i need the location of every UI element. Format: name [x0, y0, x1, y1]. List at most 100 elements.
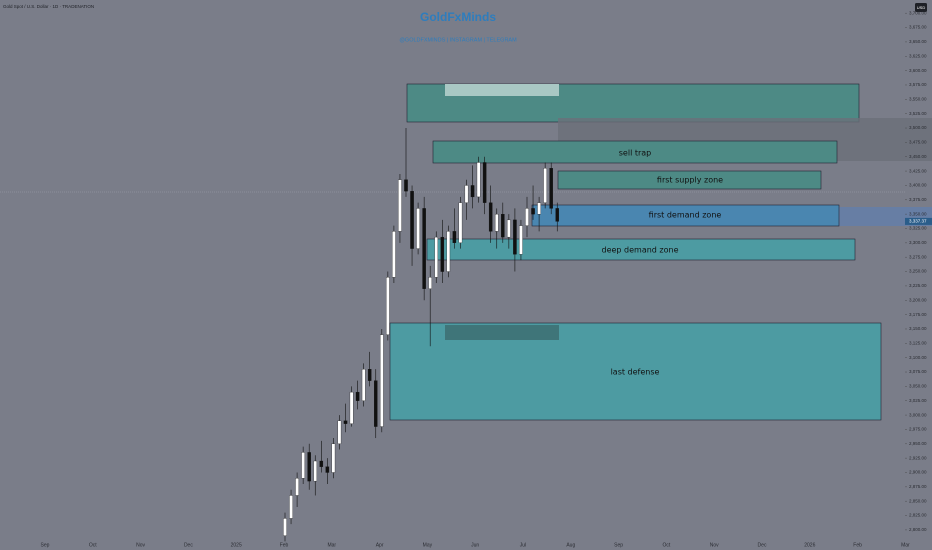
y-tick-label: 3,200.00 [909, 297, 927, 302]
candles [283, 128, 560, 542]
y-tick-label: 3,150.00 [909, 326, 927, 331]
y-tick-label: 3,425.00 [909, 168, 927, 173]
y-tick-label: 3,575.00 [909, 82, 927, 87]
y-tick-label: 3,450.00 [909, 154, 927, 159]
y-tick-label: 3,500.00 [909, 125, 927, 130]
time-axis: Sep Oct Nov Dec 2025 Feb Mar Apr May Jun Jul Aug Sep… [41, 542, 910, 548]
y-tick-label: 2,825.00 [909, 513, 927, 518]
y-tick-label: 3,375.00 [909, 197, 927, 202]
candle-body [319, 460, 324, 467]
x-tick-label: Dec [184, 542, 193, 548]
y-tick-label: 2,975.00 [909, 427, 927, 432]
zone-inner [445, 325, 559, 340]
y-tick-label: 3,225.00 [909, 283, 927, 288]
x-tick-label: 2025 [231, 542, 242, 548]
currency-label[interactable]: USD [917, 5, 926, 10]
candle-body [513, 219, 517, 255]
candle-body [531, 208, 535, 215]
y-tick-label: 3,475.00 [909, 140, 927, 145]
candle-body [392, 231, 396, 278]
candle-body [555, 208, 560, 222]
x-tick-label: Oct [89, 542, 97, 548]
candle-body [367, 369, 372, 381]
zone-box [432, 140, 838, 164]
y-tick-label: 2,850.00 [909, 498, 927, 503]
candle-body [349, 391, 354, 424]
y-tick-label: 3,675.00 [909, 25, 927, 30]
candle-body [422, 208, 426, 289]
candle-body [355, 391, 360, 401]
watermark-title: GoldFxMinds [420, 10, 496, 24]
y-tick-label: 3,275.00 [909, 254, 927, 259]
candle-body [404, 179, 408, 192]
candle-body [398, 179, 402, 232]
candle-body [289, 495, 293, 519]
candle-body [416, 208, 420, 249]
x-tick-label: Aug [566, 542, 575, 548]
y-tick-label: 3,000.00 [909, 412, 927, 417]
y-tick-label: 3,525.00 [909, 111, 927, 116]
y-tick-label: 2,925.00 [909, 455, 927, 460]
candle-body [434, 236, 438, 278]
candle-body [549, 168, 553, 209]
x-tick-label: Feb [853, 542, 862, 548]
candle-body [470, 185, 475, 198]
price-axis: 2,800.00 2,825.00 2,850.00 2,875.00 2,900.00… [905, 10, 932, 532]
candle-body [301, 452, 305, 479]
x-tick-label: Oct [663, 542, 671, 548]
last-price-label: 3,337.37 [909, 219, 927, 224]
y-tick-label: 3,250.00 [909, 269, 927, 274]
x-tick-label: Apr [376, 542, 384, 548]
candle-body [337, 420, 342, 444]
symbol-header: Gold Spot / U.S. Dollar · 1D · TRADENATI… [3, 4, 94, 9]
candle-body [386, 277, 390, 335]
candle-body [283, 518, 287, 536]
x-tick-label: Sep [614, 542, 623, 548]
candle-body [446, 231, 451, 272]
x-tick-label: Mar [327, 542, 336, 548]
currency-badge[interactable] [915, 3, 927, 12]
y-tick-label: 3,700.00 [909, 10, 927, 15]
candle-body [476, 162, 481, 198]
watermark-subtitle: @GOLDFXMINDS | INSTAGRAM | TELEGRAM [399, 37, 517, 43]
zone-box [557, 170, 822, 190]
candle-body [331, 443, 336, 473]
candle-body [343, 420, 348, 424]
x-tick-label: Feb [280, 542, 289, 548]
candle-body [380, 334, 384, 427]
candle-body [537, 202, 541, 215]
candle-body [488, 202, 493, 232]
candle-body [410, 191, 414, 249]
y-tick-label: 3,350.00 [909, 211, 927, 216]
candle-body [501, 213, 505, 238]
x-tick-label: Nov [136, 542, 145, 548]
candle-body [307, 452, 311, 482]
candle-body [452, 231, 457, 243]
candle-body [361, 369, 366, 401]
y-tick-label: 2,800.00 [909, 527, 927, 532]
y-tick-label: 3,125.00 [909, 341, 927, 346]
candle-body [458, 202, 463, 243]
candle-body [325, 466, 330, 473]
zone-box [426, 238, 856, 261]
x-tick-label: Jul [520, 542, 526, 548]
zone-label: last defense [611, 368, 660, 377]
y-tick-label: 3,650.00 [909, 39, 927, 44]
candle-body [525, 208, 529, 226]
x-tick-label: 2026 [804, 542, 815, 548]
candle-body [313, 460, 317, 482]
y-tick-label: 3,300.00 [909, 240, 927, 245]
y-tick-label: 2,900.00 [909, 470, 927, 475]
y-tick-label: 3,625.00 [909, 53, 927, 58]
y-tick-label: 2,950.00 [909, 441, 927, 446]
y-tick-label: 3,175.00 [909, 312, 927, 317]
last-price-tag [905, 217, 932, 225]
y-tick-label: 3,550.00 [909, 97, 927, 102]
x-tick-label: Sep [41, 542, 50, 548]
zone-label: first demand zone [649, 211, 722, 220]
candle-body [494, 213, 499, 232]
x-tick-label: Nov [710, 542, 719, 548]
zone-box [531, 204, 840, 227]
